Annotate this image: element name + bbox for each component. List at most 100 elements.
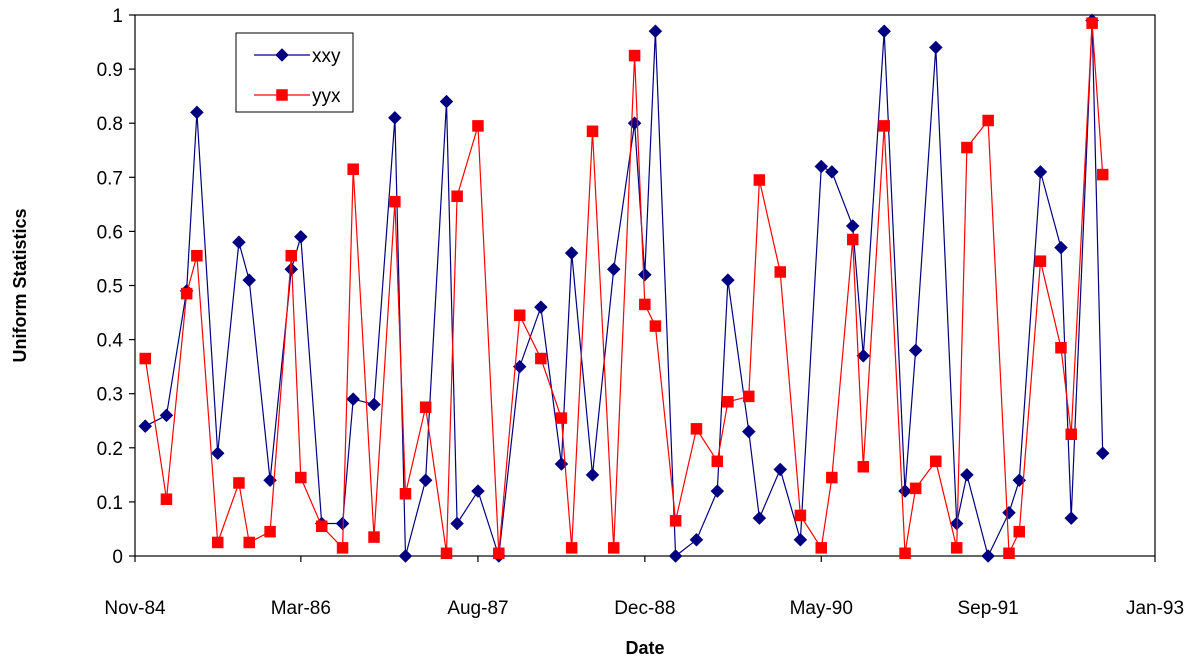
- data-point-xxy: [1095, 446, 1110, 461]
- data-point-yyx: [743, 390, 755, 403]
- data-point-yyx: [472, 120, 484, 132]
- y-tick-label: 0.9: [97, 60, 123, 81]
- y-tick-label: 0.6: [97, 222, 123, 243]
- data-point-yyx: [857, 460, 870, 473]
- data-point-xxy: [845, 219, 860, 233]
- legend-label-yyx: yyx: [312, 86, 341, 107]
- series-line-yyx: [144, 23, 1104, 554]
- data-point-xxy: [773, 462, 788, 477]
- data-point-yyx: [909, 482, 922, 495]
- data-point-xxy: [471, 484, 485, 498]
- y-tick-label: 0.8: [97, 114, 123, 135]
- data-point-yyx: [815, 542, 828, 554]
- data-point-xxy: [210, 446, 225, 461]
- data-point-yyx: [389, 195, 401, 208]
- data-point-yyx: [1086, 17, 1098, 29]
- x-axis-title: Date: [625, 638, 664, 658]
- data-point-xxy: [284, 262, 299, 277]
- data-point-yyx: [336, 542, 349, 554]
- data-point-xxy: [534, 300, 548, 314]
- data-point-yyx: [846, 233, 859, 246]
- data-point-xxy: [190, 105, 204, 120]
- data-point-xxy: [668, 549, 683, 563]
- series-layer: [138, 13, 1110, 563]
- data-point-xxy: [232, 235, 246, 250]
- data-point-xxy: [388, 110, 402, 125]
- data-point-yyx: [440, 547, 453, 560]
- legend-marker-yyx: [276, 89, 288, 101]
- data-point-yyx: [211, 536, 224, 549]
- data-point-xxy: [710, 484, 725, 498]
- data-point-yyx: [722, 396, 734, 408]
- data-point-xxy: [1054, 240, 1068, 255]
- data-point-yyx: [493, 547, 505, 560]
- data-point-yyx: [586, 125, 599, 138]
- data-point-yyx: [669, 515, 682, 527]
- data-point-yyx: [826, 471, 838, 484]
- data-point-yyx: [399, 488, 412, 500]
- data-point-yyx: [264, 525, 276, 538]
- series-line-xxy: [145, 20, 1104, 558]
- data-point-yyx: [930, 455, 942, 468]
- data-point-xxy: [1002, 505, 1016, 520]
- data-point-yyx: [1003, 547, 1015, 560]
- legend-box: [235, 32, 354, 113]
- data-point-xxy: [981, 549, 995, 563]
- data-point-xxy: [793, 532, 808, 547]
- data-point-yyx: [368, 531, 380, 543]
- x-tick-label: Mar-86: [271, 598, 331, 619]
- plot-area-frame: [134, 14, 1156, 557]
- data-point-yyx: [285, 249, 298, 262]
- y-tick-label: 0.7: [97, 168, 123, 189]
- data-point-xxy: [877, 24, 892, 39]
- data-point-yyx: [639, 298, 651, 311]
- data-point-yyx: [982, 114, 994, 127]
- x-tick-label: Jan-93: [1126, 598, 1184, 619]
- data-point-xxy: [627, 116, 642, 131]
- data-point-xxy: [606, 262, 621, 277]
- y-tick-label: 0.3: [97, 385, 123, 406]
- data-point-xxy: [1033, 165, 1048, 179]
- data-point-yyx: [794, 509, 807, 522]
- data-point-yyx: [1096, 168, 1109, 181]
- data-point-xxy: [1064, 511, 1079, 525]
- data-point-yyx: [555, 412, 568, 424]
- data-point-xxy: [689, 532, 704, 547]
- data-point-xxy: [564, 246, 579, 260]
- data-point-yyx: [711, 455, 724, 468]
- data-point-yyx: [878, 120, 890, 132]
- data-point-xxy: [585, 467, 600, 482]
- data-point-xxy: [293, 229, 308, 244]
- x-tick-label: Dec-88: [614, 598, 675, 619]
- data-point-yyx: [419, 401, 432, 413]
- legend: xxy yyx: [235, 32, 354, 113]
- y-tick-label: 0.1: [97, 493, 123, 514]
- data-point-xxy: [138, 419, 153, 434]
- x-tick-label: Sep-91: [957, 598, 1018, 619]
- data-point-xxy: [825, 165, 839, 179]
- data-point-yyx: [1065, 428, 1077, 441]
- data-point-yyx: [191, 249, 203, 262]
- x-tick-label: Aug-87: [447, 598, 508, 619]
- data-point-yyx: [899, 547, 911, 560]
- y-tick-label: 0.2: [97, 439, 123, 460]
- y-tick-label: 0: [112, 547, 123, 568]
- data-point-yyx: [347, 163, 359, 175]
- data-point-xxy: [898, 484, 912, 498]
- legend-label-xxy: xxy: [312, 46, 341, 67]
- data-point-xxy: [242, 273, 257, 287]
- y-tick-label: 1: [112, 6, 123, 27]
- data-point-xxy: [398, 549, 413, 563]
- data-point-yyx: [535, 352, 547, 365]
- data-point-yyx: [690, 423, 703, 435]
- data-point-yyx: [1013, 525, 1026, 538]
- data-point-yyx: [649, 320, 662, 332]
- data-point-yyx: [774, 266, 786, 278]
- data-point-yyx: [628, 49, 641, 62]
- data-point-xxy: [450, 516, 464, 531]
- data-point-yyx: [950, 542, 963, 554]
- data-point-yyx: [607, 542, 620, 554]
- data-point-yyx: [961, 141, 973, 154]
- data-point-xxy: [648, 24, 663, 39]
